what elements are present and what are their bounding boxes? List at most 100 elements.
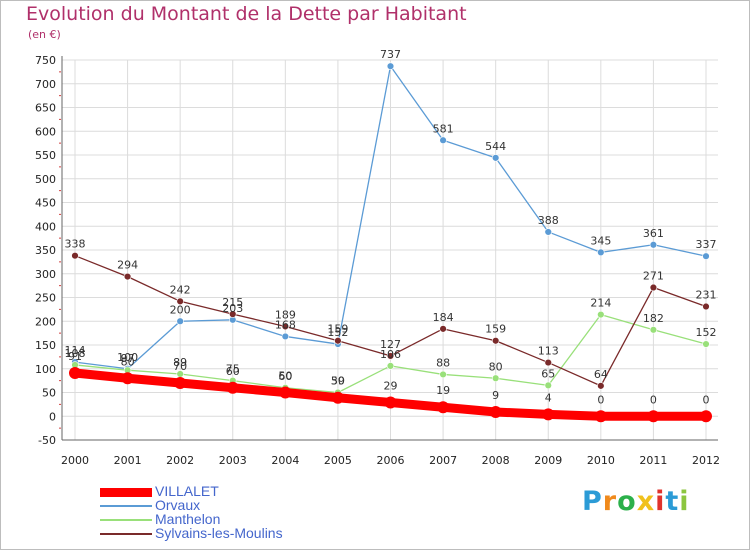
data-label: 114 xyxy=(65,344,86,357)
data-label: 64 xyxy=(594,368,608,381)
x-tick-label: 2006 xyxy=(377,454,405,467)
data-label-layer: 114 100 200 203 168 152 737 581 544 388 345 361 337 1… xyxy=(65,48,717,406)
data-label: 60 xyxy=(278,370,292,383)
data-point xyxy=(702,252,710,260)
data-point xyxy=(544,358,552,367)
data-label: 231 xyxy=(696,289,717,302)
legend-label: Sylvains-les-Moulins xyxy=(155,525,283,541)
data-point xyxy=(649,241,658,249)
data-label: 184 xyxy=(433,311,454,324)
data-point xyxy=(491,154,500,162)
data-point xyxy=(647,410,660,423)
data-label: 80 xyxy=(121,355,135,368)
data-label: 19 xyxy=(436,384,450,397)
x-tick-label: 2008 xyxy=(482,454,510,467)
data-point xyxy=(69,367,81,380)
data-point xyxy=(597,248,605,257)
data-point xyxy=(544,228,552,236)
x-tick-label: 2010 xyxy=(587,454,615,467)
x-tick-label: 2012 xyxy=(692,454,720,467)
data-label: 152 xyxy=(327,326,348,339)
x-tick-label: 2004 xyxy=(271,454,299,467)
data-label: 737 xyxy=(380,48,401,61)
data-label: 581 xyxy=(433,122,454,135)
data-label: 345 xyxy=(590,234,611,247)
x-tick-label: 2005 xyxy=(324,454,352,467)
y-tick-label: -50 xyxy=(38,434,56,447)
data-point xyxy=(334,337,342,345)
data-label: 361 xyxy=(643,227,664,240)
data-label: 70 xyxy=(173,360,187,373)
data-label: 88 xyxy=(436,356,450,369)
data-point xyxy=(281,322,290,331)
data-label: 0 xyxy=(703,393,710,406)
data-point xyxy=(597,310,605,319)
series-villalet xyxy=(69,367,712,423)
data-label: 127 xyxy=(380,338,401,351)
data-point xyxy=(542,408,555,421)
y-tick-label: 200 xyxy=(35,315,56,328)
data-point xyxy=(439,370,447,379)
data-label: 159 xyxy=(327,323,348,336)
data-label: 97 xyxy=(121,352,135,365)
data-point xyxy=(702,302,710,311)
data-point xyxy=(649,326,658,334)
data-point xyxy=(384,396,397,409)
data-point xyxy=(491,337,500,345)
y-tick-label: 750 xyxy=(35,54,56,67)
data-label: 65 xyxy=(541,367,555,380)
data-label: 337 xyxy=(696,238,717,251)
data-point xyxy=(386,362,395,370)
legend-swatch xyxy=(100,487,152,497)
data-label: 91 xyxy=(68,350,82,363)
data-point xyxy=(176,317,184,325)
x-tick-label: 2009 xyxy=(534,454,562,467)
y-tick-label: 650 xyxy=(35,102,56,115)
data-point xyxy=(597,382,605,390)
y-tick-label: 0 xyxy=(49,410,56,423)
y-tick-label: 100 xyxy=(35,363,56,376)
data-label: 159 xyxy=(485,323,506,336)
data-label: 106 xyxy=(380,348,401,361)
data-point xyxy=(281,332,290,341)
data-label: 214 xyxy=(590,297,611,310)
data-point xyxy=(121,372,134,385)
data-point xyxy=(491,374,500,382)
data-point xyxy=(439,325,447,333)
data-point xyxy=(226,381,239,394)
y-tick-label: 600 xyxy=(35,125,56,138)
proxiti-logo: Proxiti xyxy=(582,486,690,517)
series-layer xyxy=(69,62,712,423)
data-label: 0 xyxy=(650,393,657,406)
legend-label: Orvaux xyxy=(155,497,201,513)
data-label: 50 xyxy=(278,370,292,383)
chart-title: Evolution du Montant de la Dette par Hab… xyxy=(26,3,467,25)
y-tick-label: 150 xyxy=(35,339,56,352)
series-orvaux xyxy=(71,62,710,373)
data-point xyxy=(437,401,450,414)
y-tick-label: 550 xyxy=(35,149,56,162)
data-label: 108 xyxy=(65,347,86,360)
y-tick-label: 700 xyxy=(35,78,56,91)
data-point xyxy=(439,136,447,144)
data-label: 294 xyxy=(117,259,138,272)
logo-letter: r xyxy=(602,486,618,517)
data-point xyxy=(331,391,344,404)
data-label: 242 xyxy=(170,283,191,296)
y-tick-label: 300 xyxy=(35,268,56,281)
data-label: 100 xyxy=(117,351,138,364)
data-point xyxy=(489,405,502,418)
axis-layer: -500501001502002503003504004505005506006… xyxy=(35,54,720,467)
data-point xyxy=(229,310,237,318)
y-tick-label: 250 xyxy=(35,292,56,305)
data-point xyxy=(123,272,132,281)
data-label: 152 xyxy=(696,326,717,339)
y-tick-label: 500 xyxy=(35,173,56,186)
y-tick-label: 450 xyxy=(35,197,56,210)
data-label: 75 xyxy=(226,363,240,376)
data-point xyxy=(544,381,552,390)
y-tick-label: 400 xyxy=(35,220,56,233)
x-tick-label: 2011 xyxy=(639,454,667,467)
data-point xyxy=(386,62,395,70)
logo-letter: x xyxy=(636,486,656,517)
